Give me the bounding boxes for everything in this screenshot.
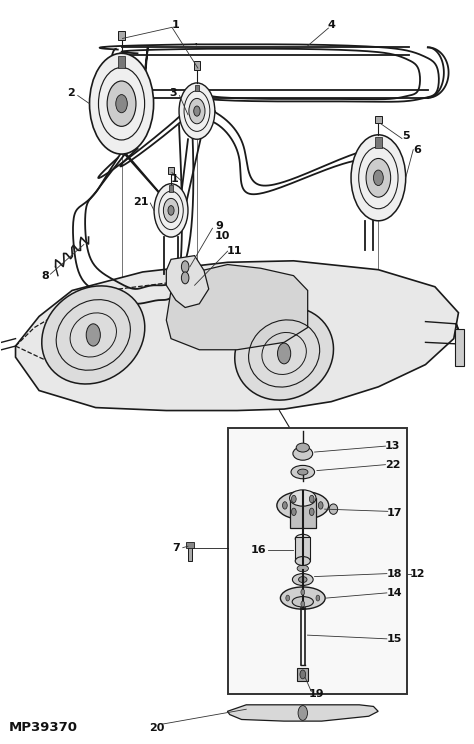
Circle shape xyxy=(90,54,154,154)
Circle shape xyxy=(310,508,314,516)
Text: MP39370: MP39370 xyxy=(9,721,77,734)
Ellipse shape xyxy=(281,587,325,609)
Polygon shape xyxy=(166,256,209,307)
Text: 19: 19 xyxy=(309,690,325,699)
Text: 4: 4 xyxy=(328,20,335,30)
Circle shape xyxy=(310,496,314,503)
Text: 14: 14 xyxy=(387,588,403,598)
Text: 16: 16 xyxy=(250,545,266,555)
Ellipse shape xyxy=(297,565,309,571)
Circle shape xyxy=(107,81,136,126)
Ellipse shape xyxy=(42,286,145,384)
Text: 22: 22 xyxy=(385,460,400,469)
Circle shape xyxy=(283,501,287,509)
Text: 17: 17 xyxy=(387,508,402,518)
Ellipse shape xyxy=(292,597,313,607)
Bar xyxy=(169,185,173,192)
Circle shape xyxy=(154,184,188,237)
Ellipse shape xyxy=(293,447,313,461)
Text: 18: 18 xyxy=(387,568,402,579)
Text: 2: 2 xyxy=(67,89,75,98)
Text: 11: 11 xyxy=(227,246,242,256)
Ellipse shape xyxy=(298,469,308,475)
Circle shape xyxy=(164,199,179,222)
Circle shape xyxy=(301,601,305,607)
Bar xyxy=(375,115,382,123)
Circle shape xyxy=(179,83,215,139)
Bar xyxy=(375,138,382,148)
Circle shape xyxy=(292,496,296,503)
Bar xyxy=(295,537,310,561)
Circle shape xyxy=(168,205,174,215)
Circle shape xyxy=(194,106,200,116)
Ellipse shape xyxy=(235,307,334,400)
Text: 13: 13 xyxy=(385,441,400,451)
Ellipse shape xyxy=(290,490,316,506)
Text: 1: 1 xyxy=(171,174,179,185)
Polygon shape xyxy=(16,261,458,411)
Ellipse shape xyxy=(291,466,315,478)
Text: 3: 3 xyxy=(170,89,177,98)
Text: 10: 10 xyxy=(214,231,229,241)
Bar xyxy=(297,668,309,681)
Bar xyxy=(455,329,464,366)
Text: 15: 15 xyxy=(387,634,402,644)
Circle shape xyxy=(116,94,128,113)
Ellipse shape xyxy=(292,574,313,586)
Circle shape xyxy=(366,158,391,197)
Circle shape xyxy=(277,343,291,364)
Circle shape xyxy=(351,135,406,221)
Text: 1: 1 xyxy=(172,20,180,30)
Ellipse shape xyxy=(295,534,310,543)
Bar xyxy=(194,61,200,70)
Ellipse shape xyxy=(299,577,307,583)
Text: 8: 8 xyxy=(41,271,49,280)
Text: 5: 5 xyxy=(402,131,410,141)
Circle shape xyxy=(301,589,305,595)
Circle shape xyxy=(182,261,189,273)
Polygon shape xyxy=(166,265,308,350)
Circle shape xyxy=(86,324,100,346)
Text: 21: 21 xyxy=(133,196,149,207)
Text: 12: 12 xyxy=(409,569,425,580)
Circle shape xyxy=(374,170,383,185)
Circle shape xyxy=(182,272,189,283)
Polygon shape xyxy=(228,705,378,721)
Bar xyxy=(188,546,192,561)
Text: 7: 7 xyxy=(172,542,180,553)
Bar xyxy=(290,498,316,527)
Ellipse shape xyxy=(295,557,310,565)
Circle shape xyxy=(316,595,320,601)
Circle shape xyxy=(189,98,205,124)
Circle shape xyxy=(292,508,296,516)
Circle shape xyxy=(286,595,290,601)
Bar xyxy=(168,167,174,174)
Text: 9: 9 xyxy=(215,221,223,231)
Bar xyxy=(186,542,194,548)
Ellipse shape xyxy=(277,491,328,519)
Ellipse shape xyxy=(329,504,337,514)
Bar xyxy=(228,428,407,694)
Ellipse shape xyxy=(296,443,310,452)
Bar xyxy=(118,57,126,68)
Circle shape xyxy=(300,670,306,679)
Bar xyxy=(118,31,125,40)
Text: 6: 6 xyxy=(413,144,421,155)
Bar xyxy=(195,85,199,92)
Circle shape xyxy=(298,705,308,720)
Text: 20: 20 xyxy=(149,722,164,733)
Circle shape xyxy=(319,501,323,509)
